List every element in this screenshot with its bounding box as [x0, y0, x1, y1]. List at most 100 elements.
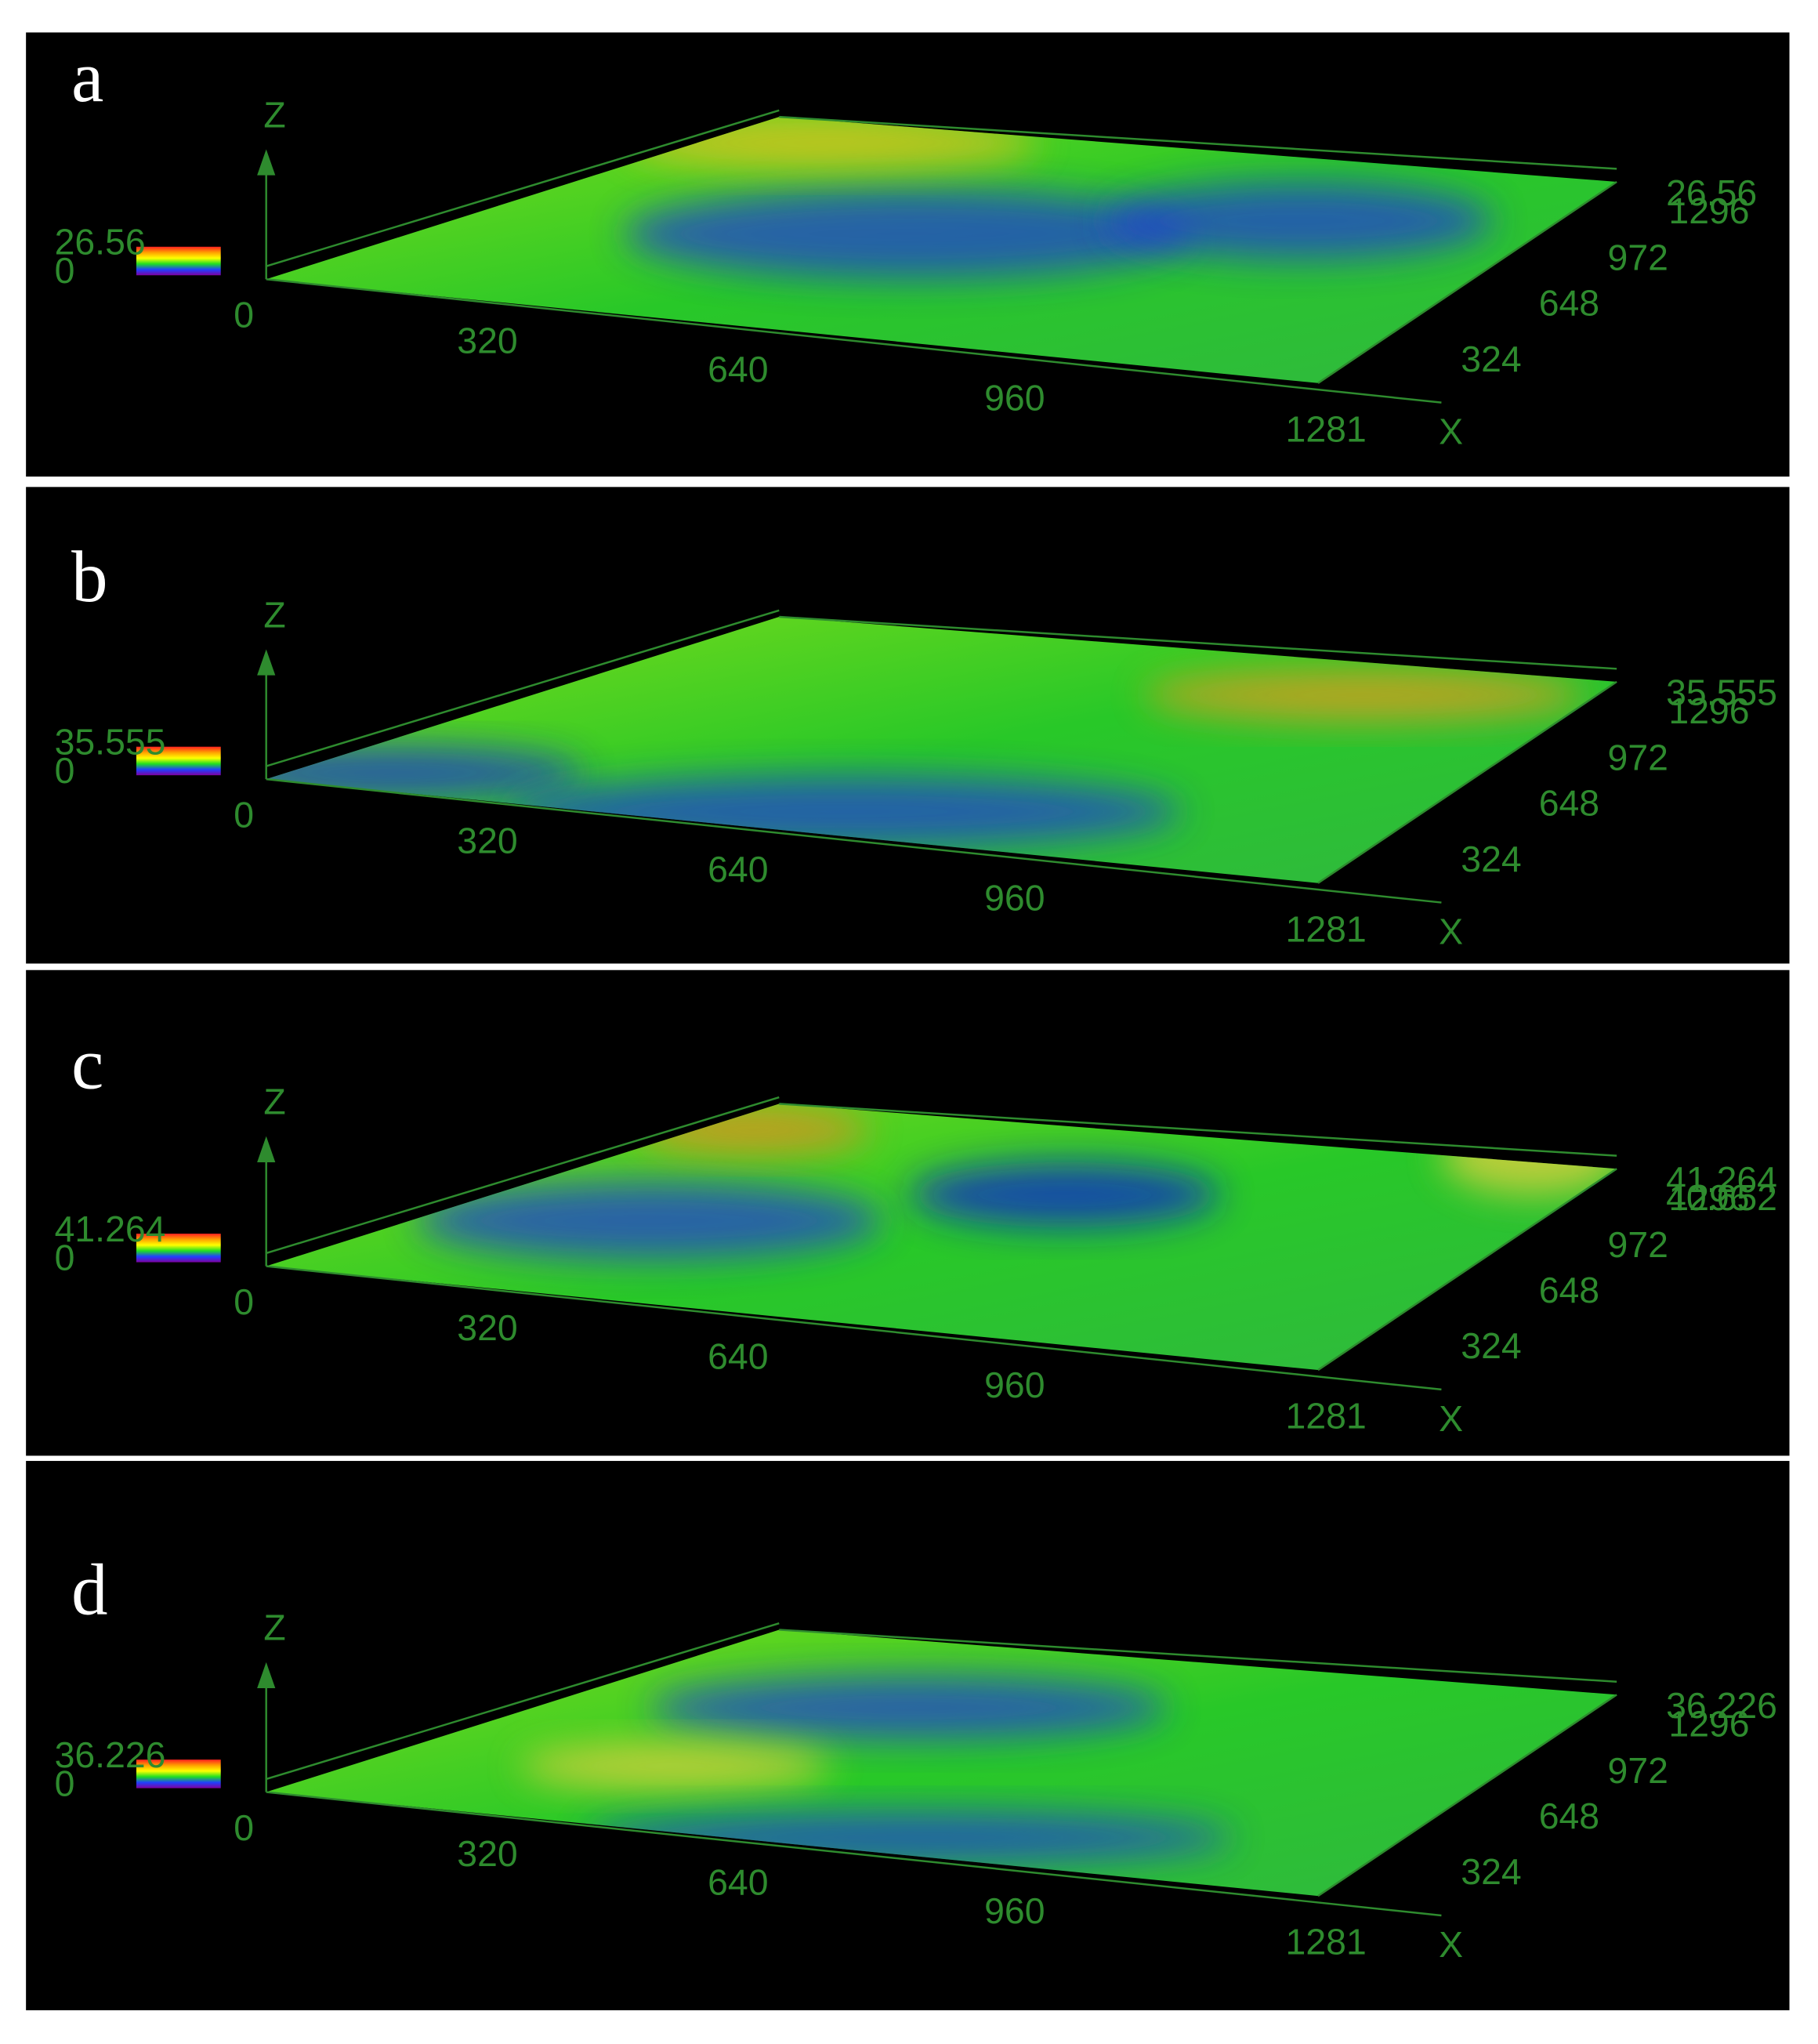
- z-arrow: [257, 1136, 276, 1162]
- y-tick-label: 324: [1461, 839, 1521, 879]
- panel: d ZX36.226003206409601281324648972129636.…: [26, 1461, 1790, 2010]
- panel-label: a: [71, 37, 103, 118]
- y-tick-label: 972: [1608, 738, 1668, 778]
- origin-label: 0: [234, 1807, 254, 1848]
- y-tick-label: 972: [1608, 1750, 1668, 1791]
- max-label: 26.56: [1666, 172, 1757, 213]
- origin-label: 0: [234, 295, 254, 335]
- max-label: 41.264: [1666, 1159, 1777, 1200]
- y-tick-label: 1296: [1668, 690, 1749, 731]
- panel: a ZX26.56003206409601281324648972129626.5…: [26, 32, 1790, 477]
- box-edge: [266, 109, 780, 267]
- box-edge: [266, 1622, 780, 1781]
- panel: b ZX35.555003206409601281324648972129635.…: [26, 487, 1790, 964]
- max-label: 35.555: [1666, 672, 1777, 713]
- z-arrow: [257, 649, 276, 676]
- x-tick-label: 1281: [1286, 1396, 1367, 1437]
- box-edge: [779, 615, 1617, 670]
- surface-patch: [1103, 181, 1494, 260]
- panel: c ZX41.264003206409601281324648972129641.…: [26, 969, 1790, 1456]
- x-tick-label: 960: [984, 878, 1045, 919]
- x-axis: [266, 777, 1442, 904]
- color-scale: [136, 246, 221, 276]
- scale-max: 41.264: [55, 1209, 166, 1249]
- x-tick-label: 320: [457, 1307, 517, 1348]
- x-tick-label: 320: [457, 821, 517, 861]
- max-label: 36.226: [1666, 1685, 1777, 1726]
- y-tick-label: 1296: [1668, 1703, 1749, 1744]
- x-tick-label: 640: [708, 1861, 768, 1902]
- panel-label: d: [71, 1550, 107, 1631]
- y-tick-label: 324: [1461, 339, 1521, 379]
- scale-max: 35.555: [55, 722, 166, 763]
- y-tick-label: 324: [1461, 1325, 1521, 1366]
- y-tick-label: 1296: [1668, 1177, 1749, 1218]
- z-arrow: [257, 1662, 276, 1689]
- x-tick-label: 1281: [1286, 408, 1367, 449]
- box-edge: [779, 1629, 1617, 1683]
- y-tick-label: 648: [1539, 783, 1599, 824]
- x-tick-label: 1281: [1286, 908, 1367, 949]
- box-edge: [266, 1096, 780, 1255]
- x-tick-label: 640: [708, 849, 768, 890]
- box-edge: [779, 1103, 1617, 1157]
- surface: [266, 1629, 1617, 1897]
- surface-patch: [415, 1181, 883, 1260]
- x-tick-label: 320: [457, 321, 517, 361]
- x-axis-label: X: [1439, 411, 1463, 452]
- scale-min: 0: [55, 750, 75, 791]
- y-axis: [1317, 180, 1617, 384]
- y-tick-label: 648: [1539, 1270, 1599, 1310]
- scale-min: 0: [55, 1237, 75, 1278]
- color-scale: [136, 746, 221, 776]
- x-tick-label: 960: [984, 1890, 1045, 1931]
- x-axis: [266, 278, 1442, 404]
- x-tick-label: 320: [457, 1833, 517, 1874]
- box-edge: [779, 115, 1617, 170]
- scale-min: 0: [55, 1763, 75, 1804]
- y-tick-label: 972: [1608, 237, 1668, 278]
- surface-patch: [649, 1675, 1169, 1741]
- surface: [266, 1104, 1617, 1371]
- x-tick-label: 1281: [1286, 1922, 1367, 1962]
- y-axis: [1317, 1168, 1617, 1372]
- x-axis-label: X: [1439, 1398, 1463, 1439]
- y-tick-label: 1296: [1668, 190, 1749, 231]
- y-axis: [1317, 1694, 1617, 1897]
- z-axis-label: Z: [263, 594, 285, 635]
- y-tick-label: 972: [1608, 1224, 1668, 1265]
- color-scale: [136, 1234, 221, 1263]
- surface-patch: [1143, 669, 1584, 721]
- x-axis: [266, 1265, 1442, 1391]
- z-axis-label: Z: [263, 1607, 285, 1648]
- panel-label: b: [71, 537, 107, 618]
- x-axis: [266, 1791, 1442, 1917]
- z-axis-label: Z: [263, 94, 285, 135]
- origin-label: 0: [234, 794, 254, 835]
- y-axis: [1317, 680, 1617, 884]
- y-tick-label: 648: [1539, 283, 1599, 324]
- surface-patch: [623, 188, 1195, 280]
- box-edge: [266, 609, 780, 767]
- origin-label: 0: [234, 1281, 254, 1322]
- max-label: 40.652: [1666, 1177, 1777, 1218]
- x-tick-label: 640: [708, 1335, 768, 1376]
- z-arrow: [257, 149, 276, 176]
- color-scale: [136, 1760, 221, 1788]
- x-axis-label: X: [1439, 911, 1463, 952]
- x-tick-label: 960: [984, 378, 1045, 419]
- scale-min: 0: [55, 250, 75, 291]
- panel-label: c: [71, 1024, 103, 1105]
- surface-patch: [519, 1742, 831, 1790]
- x-tick-label: 640: [708, 349, 768, 390]
- z-axis-label: Z: [263, 1082, 285, 1122]
- x-axis-label: X: [1439, 1924, 1463, 1965]
- surface-patch: [909, 1162, 1221, 1227]
- x-tick-label: 960: [984, 1364, 1045, 1405]
- scale-max: 26.56: [55, 222, 146, 263]
- scale-max: 36.226: [55, 1734, 166, 1775]
- y-tick-label: 324: [1461, 1851, 1521, 1892]
- y-tick-label: 648: [1539, 1796, 1599, 1836]
